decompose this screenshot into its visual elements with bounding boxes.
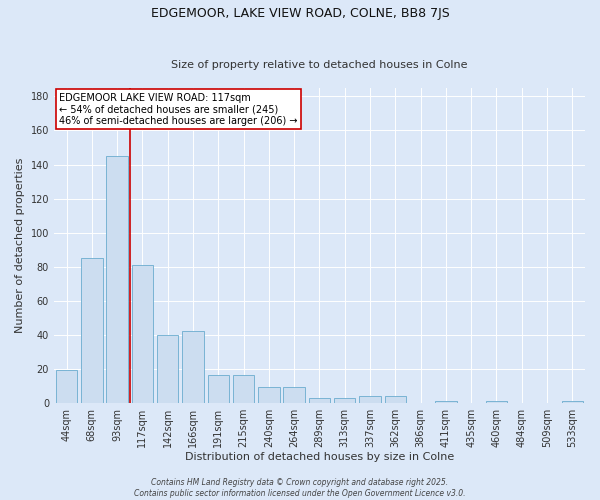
Bar (435, 401, 457, 402)
Y-axis label: Number of detached properties: Number of detached properties (15, 158, 25, 333)
Bar (106, 156, 128, 402)
Text: EDGEMOOR LAKE VIEW ROAD: 117sqm
← 54% of detached houses are smaller (245)
46% o: EDGEMOOR LAKE VIEW ROAD: 117sqm ← 54% of… (59, 92, 298, 126)
Bar (309, 398, 330, 402)
Bar (486, 401, 507, 402)
Bar (182, 331, 204, 402)
Bar (56, 370, 77, 402)
Bar (81, 258, 103, 402)
Title: Size of property relative to detached houses in Colne: Size of property relative to detached ho… (171, 60, 468, 70)
Text: Contains HM Land Registry data © Crown copyright and database right 2025.
Contai: Contains HM Land Registry data © Crown c… (134, 478, 466, 498)
Bar (283, 388, 305, 402)
Bar (157, 334, 178, 402)
Bar (233, 376, 254, 402)
Bar (334, 398, 355, 402)
Bar (131, 265, 153, 402)
X-axis label: Distribution of detached houses by size in Colne: Distribution of detached houses by size … (185, 452, 454, 462)
Bar (258, 388, 280, 402)
Bar (562, 401, 583, 402)
Bar (385, 396, 406, 402)
Bar (359, 396, 381, 402)
Text: EDGEMOOR, LAKE VIEW ROAD, COLNE, BB8 7JS: EDGEMOOR, LAKE VIEW ROAD, COLNE, BB8 7JS (151, 8, 449, 20)
Bar (208, 376, 229, 402)
